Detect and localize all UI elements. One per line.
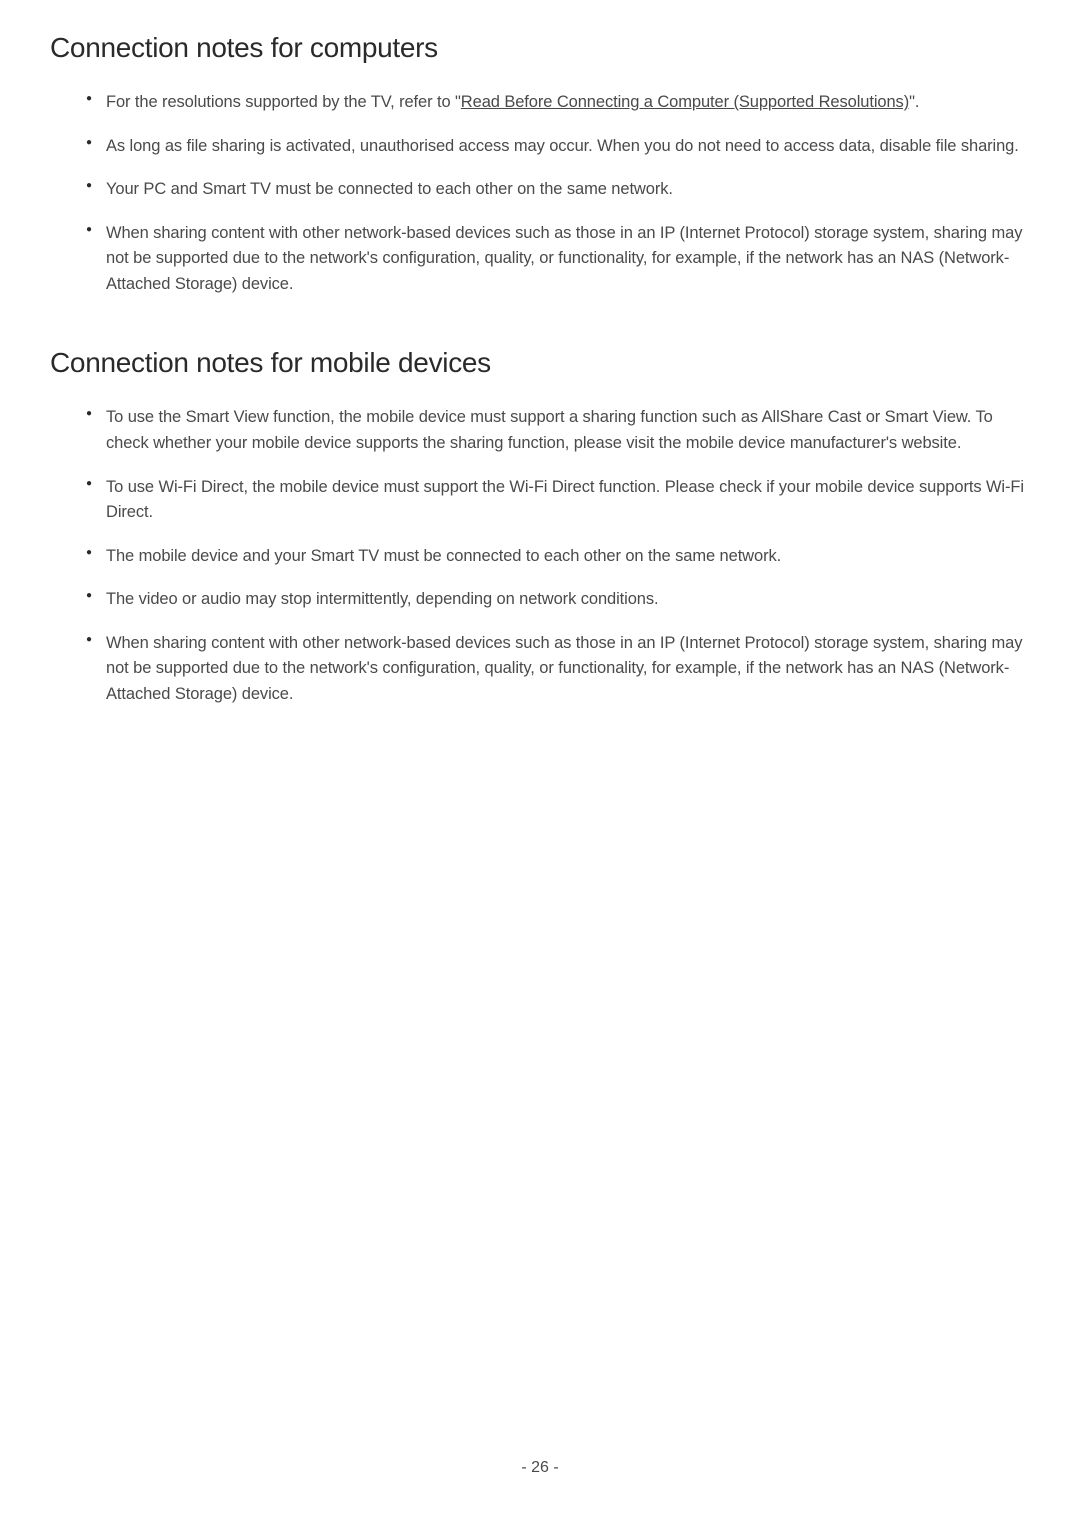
- list-item: Your PC and Smart TV must be connected t…: [86, 177, 1030, 203]
- list-item: The video or audio may stop intermittent…: [86, 587, 1030, 613]
- heading-computers: Connection notes for computers: [50, 32, 1030, 64]
- list-item: For the resolutions supported by the TV,…: [86, 90, 1030, 116]
- list-item: To use the Smart View function, the mobi…: [86, 405, 1030, 456]
- list-item: To use Wi-Fi Direct, the mobile device m…: [86, 475, 1030, 526]
- list-text: To use the Smart View function, the mobi…: [106, 408, 993, 452]
- list-text: The video or audio may stop intermittent…: [106, 590, 659, 608]
- list-item: When sharing content with other network-…: [86, 221, 1030, 298]
- list-text: The mobile device and your Smart TV must…: [106, 547, 781, 565]
- list-text: When sharing content with other network-…: [106, 224, 1022, 293]
- section-computers: Connection notes for computers For the r…: [50, 32, 1030, 297]
- list-text: When sharing content with other network-…: [106, 634, 1022, 703]
- list-item: The mobile device and your Smart TV must…: [86, 544, 1030, 570]
- list-item: As long as file sharing is activated, un…: [86, 134, 1030, 160]
- list-mobile: To use the Smart View function, the mobi…: [50, 405, 1030, 707]
- page-number: - 26 -: [0, 1459, 1080, 1477]
- list-computers: For the resolutions supported by the TV,…: [50, 90, 1030, 297]
- link-resolutions[interactable]: Read Before Connecting a Computer (Suppo…: [461, 93, 909, 111]
- list-text: As long as file sharing is activated, un…: [106, 137, 1019, 155]
- list-text-suffix: ".: [909, 93, 919, 111]
- heading-mobile: Connection notes for mobile devices: [50, 347, 1030, 379]
- section-mobile: Connection notes for mobile devices To u…: [50, 347, 1030, 707]
- list-text: Your PC and Smart TV must be connected t…: [106, 180, 673, 198]
- list-item: When sharing content with other network-…: [86, 631, 1030, 708]
- page-content: Connection notes for computers For the r…: [0, 0, 1080, 707]
- list-text: To use Wi-Fi Direct, the mobile device m…: [106, 478, 1024, 522]
- list-text-prefix: For the resolutions supported by the TV,…: [106, 93, 461, 111]
